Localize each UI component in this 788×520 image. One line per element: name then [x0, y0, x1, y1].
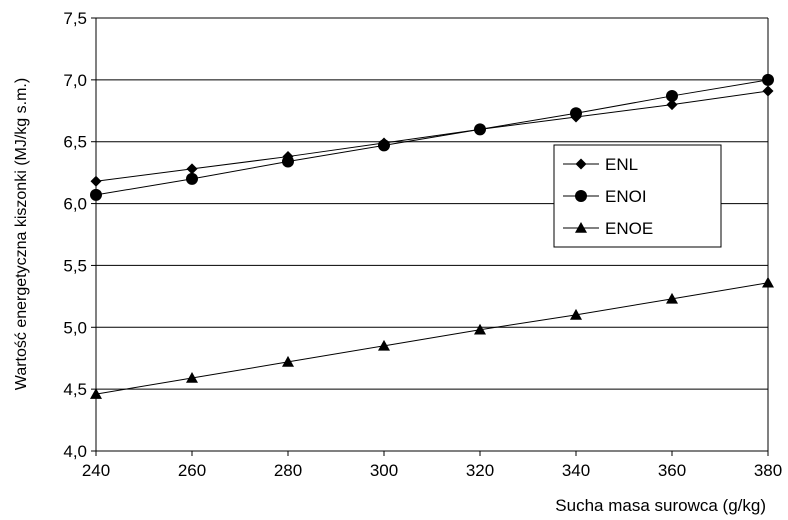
y-tick-label: 6,5 — [63, 133, 87, 152]
axes: 4,0 4,5 5,0 5,5 6,0 6,5 7,0 7,5 240 260 280 300 320 3… — [63, 9, 782, 480]
y-tick-label: 6,0 — [63, 195, 87, 214]
legend-label-enl: ENL — [605, 155, 638, 174]
data-point-enoe — [378, 339, 390, 351]
data-point-enoe — [762, 276, 774, 288]
data-point-enoi — [378, 139, 390, 152]
y-tick-label: 5,0 — [63, 318, 87, 337]
x-tick-label: 380 — [754, 461, 782, 480]
y-axis-label: Wartość energetyczna kiszonki (MJ/kg s.m… — [13, 78, 30, 390]
y-tick-label: 4,5 — [63, 380, 87, 399]
x-tick-label: 280 — [274, 461, 302, 480]
data-point-enoe — [282, 355, 294, 367]
legend-marker-enoe — [575, 222, 587, 233]
data-point-enoe — [186, 372, 198, 383]
data-point-enoi — [666, 89, 678, 102]
data-point-enl — [666, 99, 678, 111]
series-line-enl — [95, 90, 769, 182]
series-line-enoe — [95, 282, 769, 395]
data-point-enoi — [282, 155, 294, 168]
y-tick-label: 4,0 — [63, 442, 87, 461]
data-point-enl — [762, 85, 774, 97]
legend-label-enoi: ENOI — [605, 187, 647, 206]
legend: ENL ENOI ENOE — [553, 144, 722, 248]
y-tick-label: 7,5 — [63, 9, 87, 28]
x-tick-label: 240 — [82, 461, 110, 480]
y-tick-label: 7,0 — [63, 71, 87, 90]
series-line-enoi — [95, 79, 769, 196]
x-tick-label: 360 — [658, 461, 686, 480]
data-point-enoi — [762, 73, 774, 86]
series — [90, 73, 774, 399]
series-enoe — [90, 276, 774, 399]
series-enoi — [90, 73, 774, 201]
x-tick-label: 340 — [562, 461, 590, 480]
y-tick-label: 5,5 — [63, 256, 87, 275]
data-point-enoe — [666, 292, 678, 304]
data-point-enl — [90, 175, 102, 187]
data-point-enoe — [570, 308, 582, 320]
data-point-enoe — [90, 388, 102, 399]
legend-marker-enl — [575, 158, 587, 170]
x-tick-label: 260 — [178, 461, 206, 480]
data-point-enoi — [474, 123, 486, 136]
data-point-enl — [186, 163, 198, 175]
x-tick-label: 300 — [370, 461, 398, 480]
data-point-enoe — [474, 323, 486, 335]
x-axis-label: Sucha masa surowca (g/kg) — [555, 496, 766, 515]
legend-label-enoe: ENOE — [605, 219, 653, 238]
data-point-enoi — [90, 188, 102, 201]
data-point-enoi — [186, 172, 198, 185]
x-tick-label: 320 — [466, 461, 494, 480]
data-point-enoi — [570, 107, 582, 120]
legend-marker-enoi — [575, 190, 587, 202]
